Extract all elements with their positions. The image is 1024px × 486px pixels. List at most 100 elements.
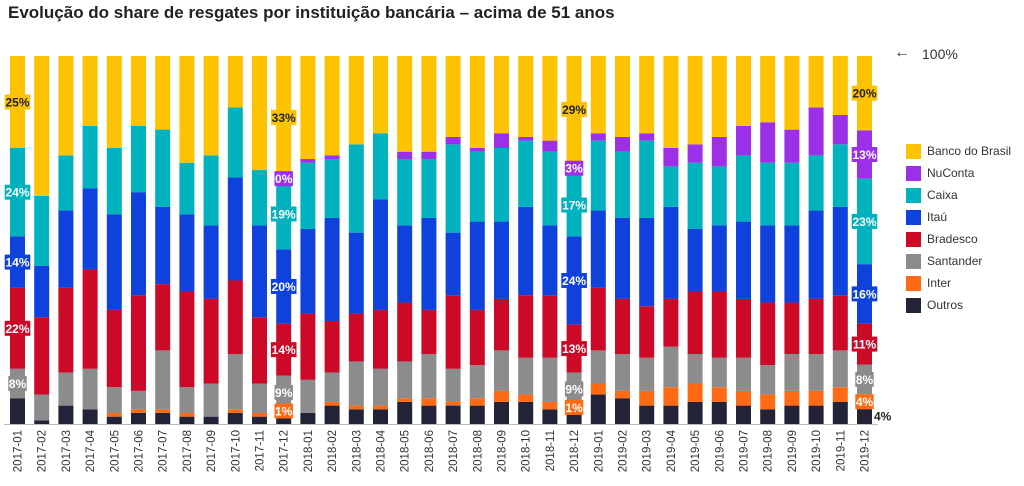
bar-segment-bradesco [34,317,50,395]
bar-segment-ita- [469,221,485,310]
bar-segment-caixa [469,151,485,222]
data-label-bg [274,403,293,419]
bar-segment-ita- [155,206,171,285]
x-tick-label: 2019-12 [860,430,872,472]
bar-segment-nuconta [590,133,606,141]
bar-segment-banco-do-brasil [373,56,388,134]
data-label: 9% [565,383,583,397]
data-label-bg [851,286,878,302]
bar-segment-nuconta [518,136,534,141]
data-label: 16% [852,287,876,301]
bar-segment-santander [832,350,848,388]
bar-segment-caixa [34,195,50,266]
bar-segment-santander [590,350,606,384]
bar-segment-banco-do-brasil [832,56,848,115]
bar-segment-santander [542,357,558,402]
data-label-bg [4,254,31,270]
data-label-bg [851,147,878,163]
bar-segment-bradesco [252,317,267,384]
legend-label: Santander [927,254,983,268]
legend-label: Bradesco [927,232,978,246]
bar-segment-inter [494,390,509,402]
data-label-bg [561,101,587,117]
bar-segment-ita- [421,217,437,310]
bar-segment-ita- [106,214,122,310]
bar-segment-inter [736,390,751,406]
bar-segment-banco-do-brasil [808,56,824,108]
bar-segment-caixa [106,148,122,215]
data-label-bg [851,213,878,229]
bar-segment-inter [131,409,146,413]
bar-segment-bradesco [324,320,340,373]
bar-segment-banco-do-brasil [784,56,800,130]
x-tick-label: 2019-08 [763,430,775,472]
bar-segment-santander [421,354,437,399]
bar-segment-santander [808,354,824,391]
bar-segment-outros [832,401,848,424]
legend-label: Caixa [927,188,958,202]
bar-segment-outros [252,416,267,424]
bar-segment-ita- [397,225,413,303]
legend-swatch [906,143,921,159]
bar-segment-santander [663,346,679,388]
x-tick-label: 2019-11 [835,430,847,471]
x-tick-label: 2018-07 [448,430,460,472]
bar-segment-caixa [445,144,461,233]
bar-segment-ita- [179,214,195,292]
x-tick-label: 2018-11 [545,430,557,471]
data-label: 33% [272,111,296,125]
bar-segment-caixa [542,151,558,226]
data-label: 17% [562,199,586,213]
bar-segment-caixa [832,144,848,207]
bar-segment-outros [373,409,388,424]
data-label: 1% [565,401,583,415]
bar-segment-santander [373,368,388,406]
bar-segment-inter [445,401,461,406]
bar-segment-inter [106,412,122,417]
bar-segment-inter [397,398,413,402]
bar-segment-ita- [82,188,98,270]
bar-segment-santander [252,383,267,413]
legend-swatch [906,297,921,313]
data-label: 14% [272,343,296,357]
bar-segment-santander [469,365,485,399]
bar-segment-outros [82,409,98,424]
legend-item: Banco do Brasil [906,140,1022,162]
data-label: 11% [853,338,877,352]
data-label-bg [270,342,297,358]
bar-segment-inter [324,401,340,406]
legend-item: Caixa [906,184,1022,206]
bar-segment-caixa [252,170,267,226]
bar-segment-nuconta [736,125,751,156]
bar-segment-ita- [324,217,340,321]
bar-segment-banco-do-brasil [494,56,509,134]
legend-swatch [906,209,921,225]
x-tick-label: 2017-09 [206,430,218,472]
bar-segment-inter [784,390,800,406]
bar-segment-outros [518,401,534,424]
bar-segment-nuconta [300,159,316,163]
data-label: 0% [275,172,293,186]
x-tick-label: 2017-08 [182,430,194,472]
bar-segment-banco-do-brasil [663,56,679,148]
bar-segment-ita- [542,225,558,296]
bar-segment-santander [203,383,219,417]
legend-swatch [906,253,921,269]
bar-segment-bradesco [469,309,485,366]
bar-segment-outros [663,405,679,424]
bar-segment-caixa [663,166,679,207]
bar-segment-bradesco [590,287,606,351]
data-label: 3% [565,162,583,176]
bar-segment-ita- [131,192,146,296]
bar-segment-banco-do-brasil [324,56,340,156]
bar-segment-inter [469,398,485,406]
data-label: 4% [856,395,874,409]
bar-segment-caixa [421,159,437,218]
legend-label: Itaú [927,210,948,224]
bar-segment-santander [687,354,703,384]
bar-segment-banco-do-brasil [252,56,267,171]
data-label-bg [4,184,31,200]
bar-segment-outros [155,412,171,424]
bar-segment-outros [421,405,437,424]
x-tick-label: 2019-05 [690,430,702,472]
